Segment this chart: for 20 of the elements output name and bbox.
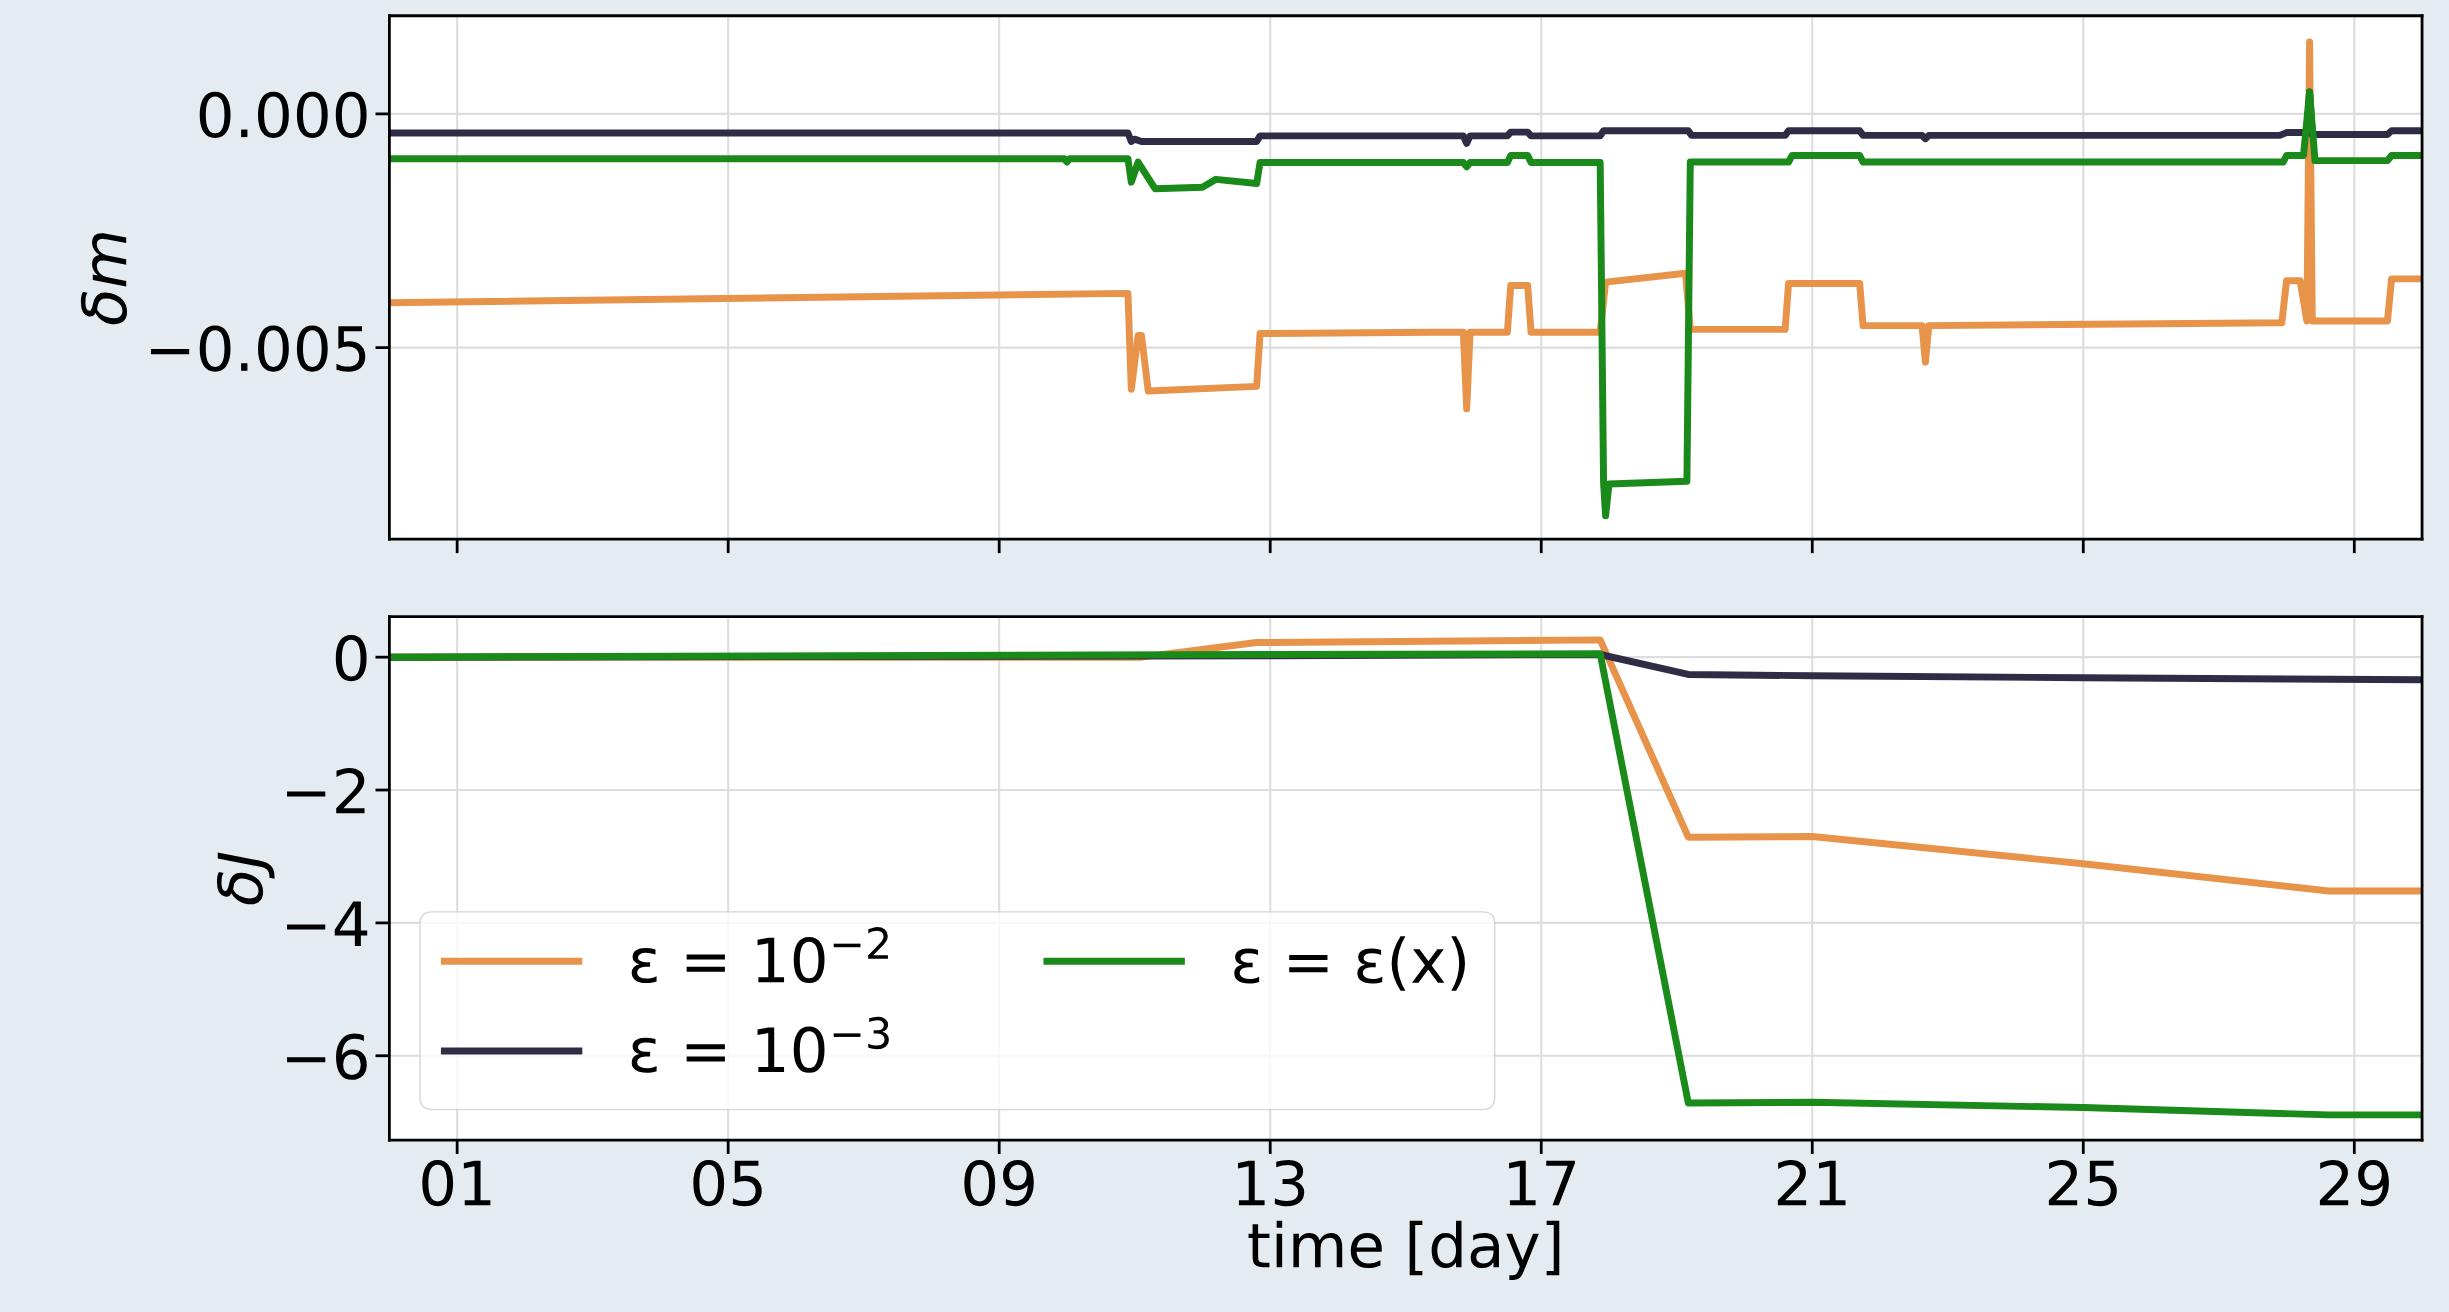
x-axis-title: time [day] xyxy=(1248,1220,1560,1280)
y-tick-label: 0 xyxy=(335,635,367,682)
y-axis-title: δm xyxy=(80,233,128,325)
y-tick-label: −4 xyxy=(287,901,368,947)
x-tick-label: 09 xyxy=(964,1159,1034,1207)
x-tick-label: 21 xyxy=(1777,1159,1846,1206)
y-tick-label: 0.000 xyxy=(199,91,367,138)
x-tick-label: 25 xyxy=(2048,1159,2117,1207)
x-tick-label: 17 xyxy=(1509,1160,1575,1206)
legend-label: ε = 10$^{−2}$ xyxy=(631,927,888,984)
legend-label: ε = 10$^{−3}$ xyxy=(631,1016,889,1073)
y-tick-label: −2 xyxy=(287,767,365,814)
y-tick-label: −0.005 xyxy=(150,325,366,372)
legend-label: ε = ε(x) xyxy=(1234,936,1465,991)
x-tick-label: 13 xyxy=(1238,1159,1305,1207)
x-tick-label: 29 xyxy=(2319,1159,2389,1207)
y-axis-title: δJ xyxy=(216,852,275,905)
y-tick-label: −6 xyxy=(287,1033,367,1080)
x-tick-label: 05 xyxy=(693,1159,762,1207)
x-tick-label: 01 xyxy=(422,1159,491,1207)
